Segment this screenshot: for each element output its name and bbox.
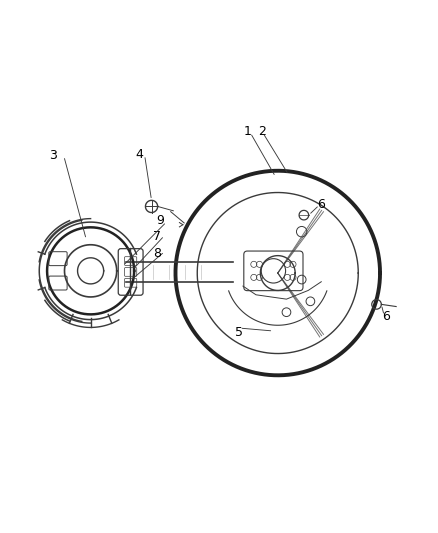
Text: 6: 6 <box>383 310 391 323</box>
Text: 1: 1 <box>244 125 251 138</box>
Text: 4: 4 <box>136 148 144 161</box>
Text: 6: 6 <box>317 198 325 211</box>
Text: 2: 2 <box>258 125 266 138</box>
Text: 9: 9 <box>156 214 164 227</box>
Text: 7: 7 <box>153 230 161 244</box>
Text: 3: 3 <box>49 149 57 161</box>
Text: 8: 8 <box>153 247 161 260</box>
Text: 5: 5 <box>235 326 243 339</box>
